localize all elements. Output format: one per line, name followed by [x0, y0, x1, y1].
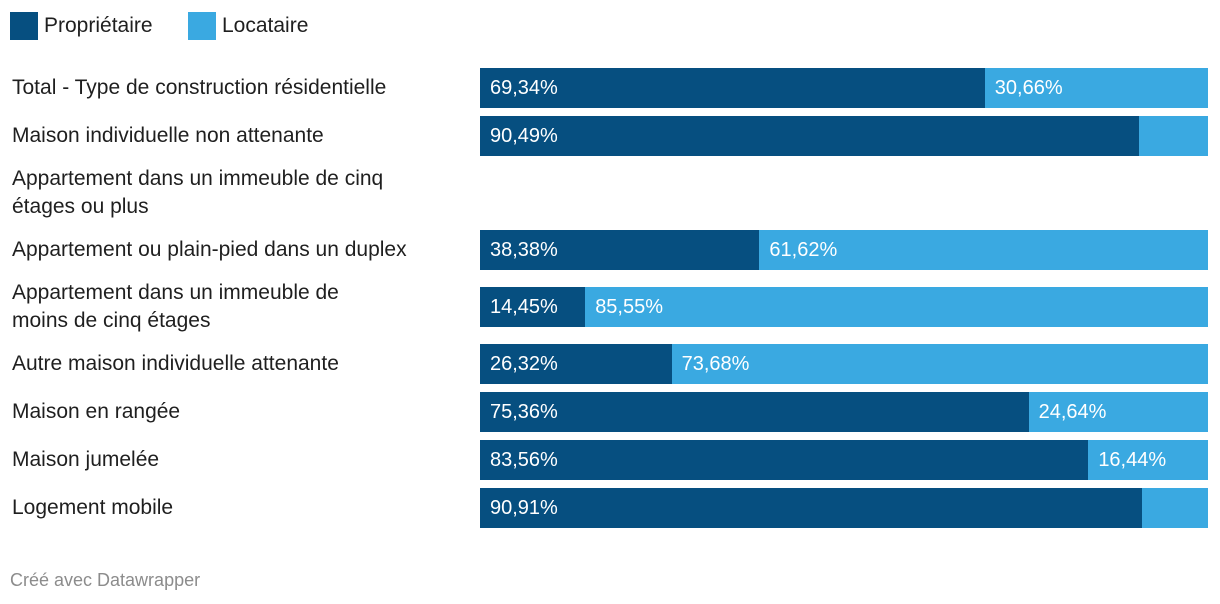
bar-segment-locataire: 16,44% — [1088, 440, 1208, 480]
bar-track: 90,49% — [480, 116, 1208, 156]
bar-segment-proprietaire: 83,56% — [480, 440, 1089, 480]
chart-row: Logement mobile 90,91% — [12, 488, 1208, 528]
legend-swatch-proprietaire — [10, 12, 38, 40]
bar-track: 38,38% 61,62% — [480, 230, 1208, 270]
bar-track: 14,45% 85,55% — [480, 287, 1208, 327]
bar-segment-proprietaire: 38,38% — [480, 230, 760, 270]
value-label: 61,62% — [769, 238, 838, 261]
bar-segment-proprietaire: 75,36% — [480, 392, 1029, 432]
chart-row: Maison individuelle non attenante 90,49% — [12, 116, 1208, 156]
value-label: 69,34% — [490, 76, 558, 99]
bar-track: 26,32% 73,68% — [480, 344, 1208, 384]
bar-segment-locataire: 24,64% — [1028, 392, 1208, 432]
legend-label-proprietaire: Propriétaire — [44, 14, 153, 37]
bar-segment-proprietaire: 26,32% — [480, 344, 672, 384]
category-label: Appartement ou plain-pied dans un duplex — [12, 238, 407, 261]
value-label: 14,45% — [490, 295, 558, 318]
bar-track — [480, 173, 1208, 213]
bar-segment-locataire: 85,55% — [585, 287, 1208, 327]
chart-row: Appartement dans un immeuble de moins de… — [12, 278, 1208, 336]
legend-label-locataire: Locataire — [222, 14, 309, 37]
value-label: 30,66% — [994, 76, 1063, 99]
bar-segment-locataire — [1141, 488, 1208, 528]
value-label: 85,55% — [595, 295, 664, 318]
chart-row: Maison en rangée 75,36% 24,64% — [12, 392, 1208, 432]
stacked-bar-chart: Total - Type de construction résidentiel… — [12, 68, 1208, 536]
chart-row: Appartement dans un immeuble de cinq éta… — [12, 164, 1208, 222]
chart-row: Total - Type de construction résidentiel… — [12, 68, 1208, 108]
bar-track: 83,56% 16,44% — [480, 440, 1208, 480]
category-label: Autre maison individuelle attenante — [12, 352, 339, 375]
chart-row: Maison jumelée 83,56% 16,44% — [12, 440, 1208, 480]
chart-row: Appartement ou plain-pied dans un duplex… — [12, 230, 1208, 270]
chart-row: Autre maison individuelle attenante 26,32… — [12, 344, 1208, 384]
value-label: 90,91% — [490, 496, 558, 519]
value-label: 38,38% — [490, 238, 558, 261]
bar-segment-proprietaire: 69,34% — [480, 68, 985, 108]
bar-segment-proprietaire: 90,49% — [480, 116, 1139, 156]
bar-segment-proprietaire: 14,45% — [480, 287, 586, 327]
category-label: Maison jumelée — [12, 448, 160, 471]
legend-item-locataire: Locataire — [188, 12, 308, 40]
value-label: 24,64% — [1038, 400, 1107, 423]
bar-track: 75,36% 24,64% — [480, 392, 1208, 432]
category-label: Logement mobile — [12, 496, 174, 519]
legend-item-proprietaire: Propriétaire — [10, 12, 153, 40]
category-label: Appartement dans un immeuble de moins de… — [12, 281, 339, 332]
category-label: Maison individuelle non attenante — [12, 124, 324, 147]
value-label: 73,68% — [681, 352, 750, 375]
bar-segment-locataire: 61,62% — [759, 230, 1208, 270]
bar-track: 69,34% 30,66% — [480, 68, 1208, 108]
value-label: 83,56% — [490, 448, 558, 471]
value-label: 16,44% — [1098, 448, 1167, 471]
value-label: 75,36% — [490, 400, 558, 423]
value-label: 26,32% — [490, 352, 558, 375]
legend-swatch-locataire — [188, 12, 216, 40]
datawrapper-credit-link[interactable]: Créé avec Datawrapper — [10, 570, 201, 590]
category-label: Maison en rangée — [12, 400, 181, 423]
value-label: 90,49% — [490, 124, 558, 147]
category-label: Appartement dans un immeuble de cinq éta… — [12, 167, 384, 218]
bar-segment-locataire: 73,68% — [671, 344, 1208, 384]
category-label: Total - Type de construction résidentiel… — [12, 76, 387, 99]
bar-segment-locataire — [1138, 116, 1208, 156]
bar-segment-locataire: 30,66% — [984, 68, 1208, 108]
bar-segment-proprietaire: 90,91% — [480, 488, 1142, 528]
bar-track: 90,91% — [480, 488, 1208, 528]
